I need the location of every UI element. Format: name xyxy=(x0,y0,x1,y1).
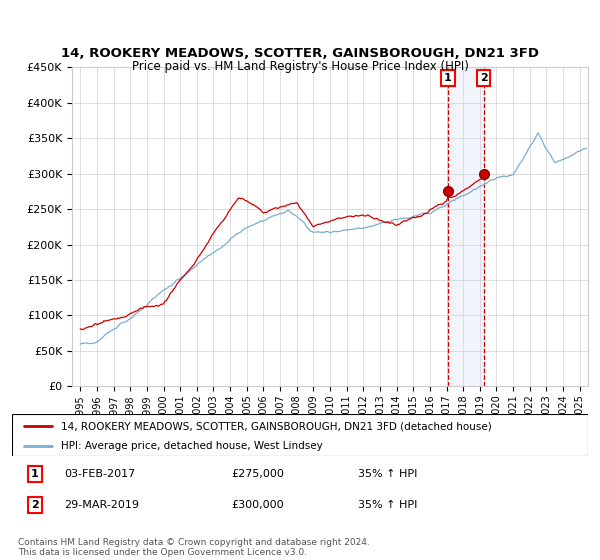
Text: 1: 1 xyxy=(31,469,39,479)
Text: 14, ROOKERY MEADOWS, SCOTTER, GAINSBOROUGH, DN21 3FD: 14, ROOKERY MEADOWS, SCOTTER, GAINSBOROU… xyxy=(61,46,539,60)
Text: 2: 2 xyxy=(480,73,488,83)
Text: HPI: Average price, detached house, West Lindsey: HPI: Average price, detached house, West… xyxy=(61,441,323,451)
Text: 2: 2 xyxy=(31,500,39,510)
Text: £275,000: £275,000 xyxy=(231,469,284,479)
FancyBboxPatch shape xyxy=(12,414,588,456)
Text: 35% ↑ HPI: 35% ↑ HPI xyxy=(358,500,417,510)
Text: £300,000: £300,000 xyxy=(231,500,284,510)
Text: 35% ↑ HPI: 35% ↑ HPI xyxy=(358,469,417,479)
Text: 14, ROOKERY MEADOWS, SCOTTER, GAINSBOROUGH, DN21 3FD (detached house): 14, ROOKERY MEADOWS, SCOTTER, GAINSBOROU… xyxy=(61,421,492,431)
Text: 1: 1 xyxy=(444,73,452,83)
Bar xyxy=(448,67,484,386)
Text: Price paid vs. HM Land Registry's House Price Index (HPI): Price paid vs. HM Land Registry's House … xyxy=(131,60,469,73)
Text: 03-FEB-2017: 03-FEB-2017 xyxy=(64,469,135,479)
Text: Contains HM Land Registry data © Crown copyright and database right 2024.
This d: Contains HM Land Registry data © Crown c… xyxy=(18,538,370,557)
Text: 29-MAR-2019: 29-MAR-2019 xyxy=(64,500,139,510)
